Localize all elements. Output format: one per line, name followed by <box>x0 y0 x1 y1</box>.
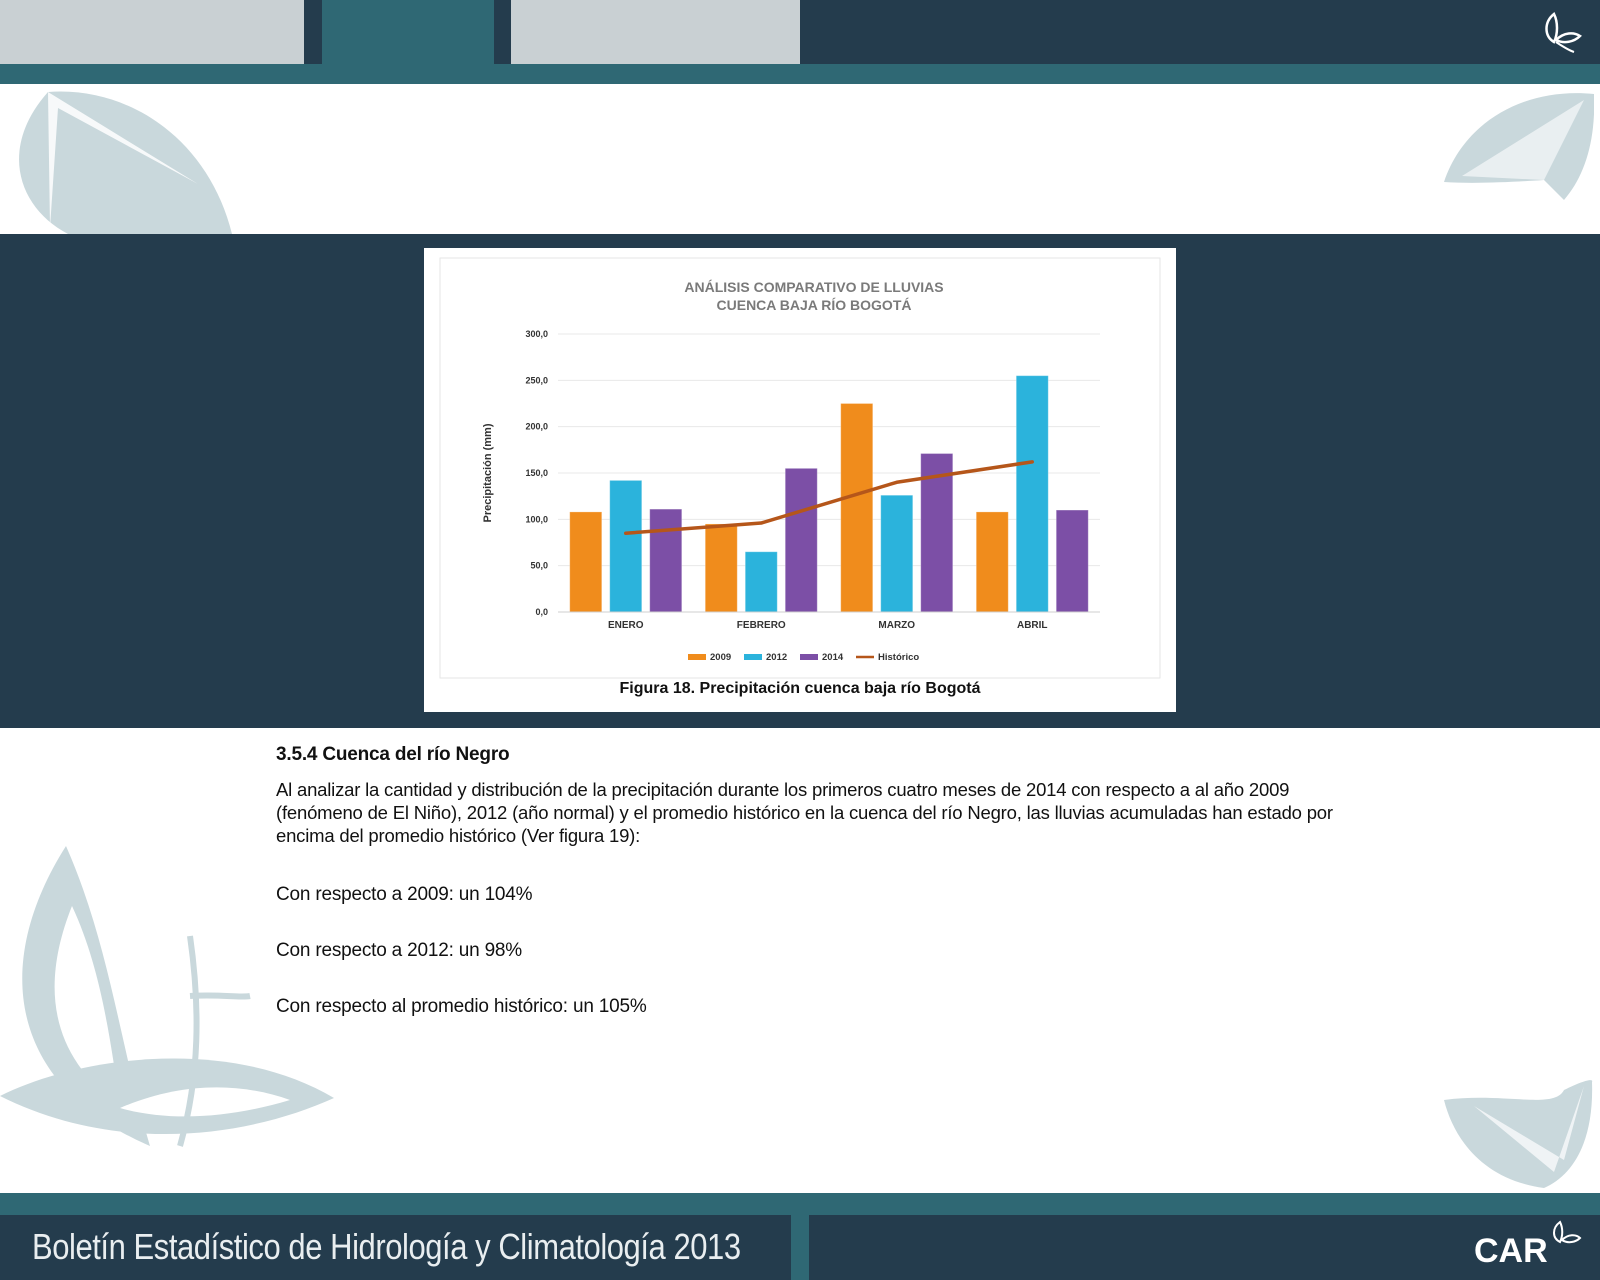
legend-swatch-2009 <box>688 654 706 660</box>
y-tick-label: 0,0 <box>535 607 548 617</box>
legend-label: 2009 <box>710 652 731 663</box>
leaf-decoration-top-left-icon <box>19 91 232 234</box>
y-tick-label: 100,0 <box>525 514 548 524</box>
stat-2012: Con respecto a 2012: un 98% <box>276 940 522 961</box>
header-tab-3 <box>511 0 800 64</box>
bar-2012-febrero <box>744 551 778 613</box>
bar-2012-abril <box>1015 375 1049 613</box>
bar-2014-marzo <box>920 453 954 613</box>
y-axis-label: Precipitación (mm) <box>482 423 494 522</box>
leaf-decoration-top-right-icon <box>1444 93 1594 200</box>
header-stripe <box>0 64 1600 84</box>
car-logo: CAR <box>1474 1218 1584 1278</box>
bar-2012-enero <box>609 479 643 613</box>
y-tick-label: 250,0 <box>525 375 548 385</box>
chart-title: ANÁLISIS COMPARATIVO DE LLUVIAS <box>684 279 943 295</box>
butterfly-logo-icon <box>1545 12 1582 53</box>
bar-2014-abril <box>1055 509 1089 613</box>
section-title: 3.5.4 Cuenca del río Negro <box>276 744 510 765</box>
x-tick-label: FEBRERO <box>737 620 786 631</box>
stat-2009: Con respecto a 2009: un 104% <box>276 884 533 905</box>
x-tick-label: ENERO <box>608 620 644 631</box>
legend-label: Histórico <box>878 652 919 663</box>
header-tab-2 <box>322 0 494 64</box>
chart-subtitle: CUENCA BAJA RÍO BOGOTÁ <box>717 297 912 313</box>
legend-swatch-2014 <box>800 654 818 660</box>
figure-container: ANÁLISIS COMPARATIVO DE LLUVIAS CUENCA BA… <box>424 248 1176 712</box>
y-tick-label: 200,0 <box>525 422 548 432</box>
footer-divider <box>791 1215 809 1280</box>
stat-historico: Con respecto al promedio histórico: un 1… <box>276 996 647 1017</box>
precipitation-chart: ANÁLISIS COMPARATIVO DE LLUVIAS CUENCA BA… <box>439 257 1161 679</box>
footer-title: Boletín Estadístico de Hidrología y Clim… <box>32 1226 741 1267</box>
section-content: 3.5.4 Cuenca del río Negro Al analizar l… <box>276 744 1336 1017</box>
bar-2009-abril <box>975 511 1009 613</box>
car-butterfly-icon <box>1553 1220 1582 1244</box>
bar-2012-marzo <box>880 494 914 613</box>
legend-swatch-2012 <box>744 654 762 660</box>
bar-2014-enero <box>649 508 683 613</box>
legend-label: 2014 <box>822 652 844 663</box>
figure-caption: Figura 18. Precipitación cuenca baja río… <box>619 680 981 697</box>
car-logo-text: CAR <box>1474 1232 1548 1270</box>
header-tab-1 <box>0 0 304 64</box>
bar-2009-enero <box>569 511 603 613</box>
y-tick-label: 150,0 <box>525 468 548 478</box>
leaf-decoration-bottom-right-icon <box>1444 1080 1593 1188</box>
y-tick-label: 300,0 <box>525 329 548 339</box>
butterfly-decoration-left-icon <box>0 846 334 1147</box>
x-tick-label: ABRIL <box>1017 620 1048 631</box>
section-paragraph: Al analizar la cantidad y distribución d… <box>276 779 1333 846</box>
bar-2009-febrero <box>704 523 738 613</box>
x-tick-label: MARZO <box>878 620 915 631</box>
legend-label: 2012 <box>766 652 787 663</box>
line-histórico <box>624 460 1034 535</box>
bar-2014-febrero <box>784 467 818 613</box>
y-tick-label: 50,0 <box>530 561 548 571</box>
footer-stripe <box>0 1193 1600 1215</box>
bar-2009-marzo <box>840 403 874 613</box>
